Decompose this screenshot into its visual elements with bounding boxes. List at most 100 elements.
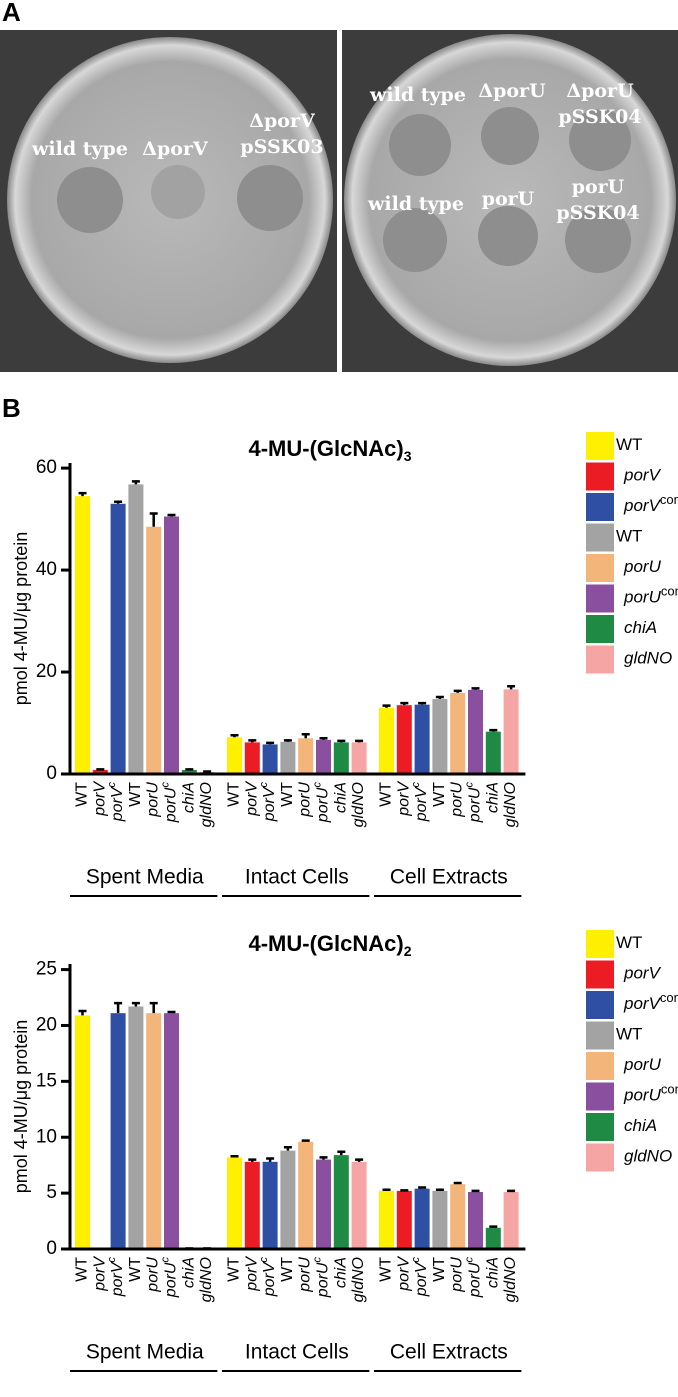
legend-superscript: complemented: [661, 584, 678, 599]
legend-swatch: [586, 1082, 614, 1111]
x-tick-label: WT: [74, 1257, 91, 1282]
plate-label: wild type: [369, 84, 466, 106]
legend-label: porV: [623, 466, 662, 485]
error-bar: [203, 770, 212, 773]
bar: [450, 1184, 466, 1249]
x-tick-label: WT: [279, 782, 296, 807]
error-bar: [418, 701, 427, 705]
x-tick-label: gldNO: [350, 1257, 367, 1302]
legend-text: WT: [616, 933, 642, 952]
legend-swatch: [586, 1021, 614, 1050]
y-tick-label: 5: [46, 1182, 57, 1203]
tick-text: chiA: [181, 782, 198, 813]
tick-text: porU: [163, 787, 180, 823]
colonies: [57, 107, 631, 273]
title-text: 4-MU-(GlcNAc): [248, 931, 403, 956]
bar: [262, 1161, 278, 1249]
legend-text: porU: [623, 588, 662, 607]
plate-label: ΔporV: [249, 110, 316, 132]
legend-superscript: complemented: [660, 990, 678, 1005]
tick-text: porV: [396, 781, 413, 817]
x-tick-label: WT: [74, 782, 91, 807]
x-tick-label: WT: [226, 1257, 243, 1282]
y-tick-label: 60: [36, 457, 57, 478]
legend-text: porV: [623, 466, 662, 485]
plate-label: ΔporV: [142, 138, 209, 160]
x-tick-label: porV: [92, 781, 109, 817]
error-bar: [489, 728, 498, 732]
y-axis-label: pmol 4-MU/μg protein: [11, 1020, 31, 1193]
x-tick-label: porVc: [106, 1257, 126, 1298]
error-bar: [382, 704, 391, 708]
error-bar: [266, 741, 275, 745]
tick-text: WT: [378, 782, 395, 807]
bar: [351, 1161, 367, 1249]
tick-text: WT: [127, 782, 144, 807]
bar: [485, 731, 501, 774]
tick-superscript: c: [463, 1257, 475, 1263]
x-tick-label: porU: [449, 1257, 466, 1293]
legend-label: porU: [623, 557, 662, 576]
legend-text: porU: [623, 1055, 662, 1074]
plate-label: pSSK04: [558, 106, 641, 128]
tick-text: WT: [226, 782, 243, 807]
bar: [432, 1190, 448, 1249]
x-tick-label: porUc: [311, 782, 331, 824]
tick-text: porV: [244, 1256, 261, 1292]
legend-label: gldNO: [624, 649, 672, 668]
bar: [468, 689, 483, 774]
tick-text: gldNO: [502, 1257, 519, 1302]
error-bar: [319, 737, 328, 740]
plate-label: wild type: [31, 138, 128, 160]
error-bar: [400, 701, 409, 706]
error-bar: [435, 1188, 444, 1192]
error-bar: [400, 1189, 409, 1192]
y-tick-label: 25: [36, 959, 57, 980]
error-bar: [507, 685, 516, 690]
bar: [128, 484, 144, 774]
title-subscript: 2: [404, 943, 412, 959]
x-tick-label: porV: [92, 1256, 109, 1292]
tick-text: porV: [413, 1261, 430, 1297]
x-tick-label: WT: [127, 1257, 144, 1282]
legend-label: porU: [623, 1055, 662, 1074]
tick-text: WT: [279, 1257, 296, 1282]
error-bar: [96, 768, 105, 771]
error-bar: [149, 512, 158, 527]
tick-text: chiA: [485, 1257, 502, 1288]
bar: [414, 704, 430, 774]
y-axis-label: pmol 4-MU/μg protein: [11, 532, 31, 705]
bar: [468, 1192, 483, 1249]
legend-swatch: [586, 645, 614, 674]
bar: [396, 1190, 412, 1249]
tick-text: chiA: [333, 782, 350, 813]
bar: [333, 742, 349, 774]
tick-text: WT: [226, 1257, 243, 1282]
tick-text: porV: [92, 781, 109, 817]
tick-text: porV: [261, 1261, 278, 1297]
bar: [227, 737, 242, 774]
legend-swatch: [586, 554, 614, 582]
y-tick-label: 15: [36, 1070, 57, 1091]
legend-label: chiA: [624, 618, 657, 637]
legend-text: chiA: [624, 1116, 657, 1135]
bar: [244, 742, 260, 774]
bar: [227, 1157, 242, 1249]
legend-label: porUcomplemented: [623, 584, 678, 607]
x-tick-label: porVc: [106, 782, 126, 823]
bar: [298, 1141, 314, 1249]
error-bar: [114, 1001, 123, 1014]
tick-text: porV: [261, 786, 278, 822]
bar: [316, 739, 331, 774]
x-tick-label: porVc: [410, 782, 430, 823]
tick-text: gldNO: [502, 782, 519, 827]
error-bar: [337, 739, 346, 743]
error-bar: [230, 1154, 239, 1158]
tick-text: porU: [145, 782, 162, 818]
x-tick-label: porV: [244, 781, 261, 817]
legend-label: porVcomplemented: [623, 990, 678, 1013]
x-tick-label: porUc: [159, 1257, 179, 1299]
error-bar: [248, 1158, 257, 1162]
tick-text: porU: [467, 787, 484, 823]
